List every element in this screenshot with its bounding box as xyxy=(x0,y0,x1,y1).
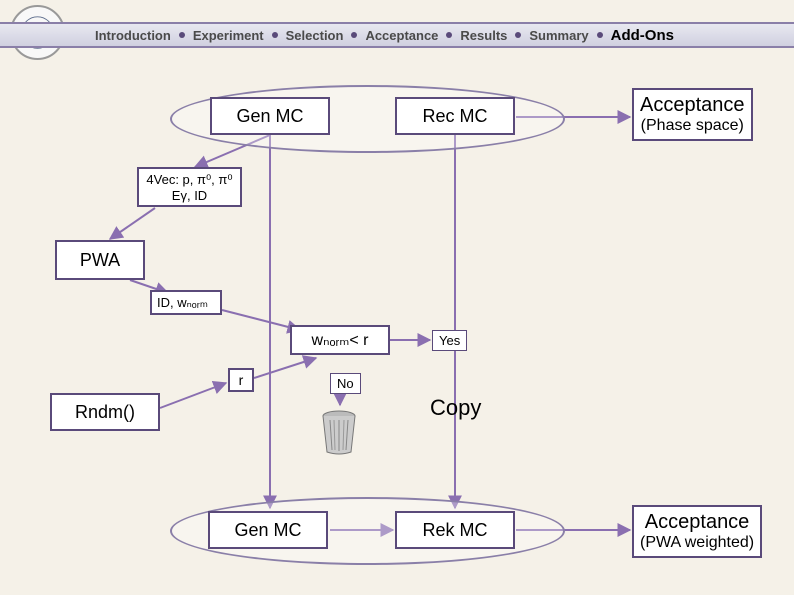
rec-mc-box: Rec MC xyxy=(395,97,515,135)
no-label: No xyxy=(330,373,361,394)
r-box: r xyxy=(228,368,254,392)
acceptance-pwa: Acceptance(PWA weighted) xyxy=(632,505,762,558)
idw-box: ID, wₙₒᵣₘ xyxy=(150,290,222,315)
rndm-box: Rndm() xyxy=(50,393,160,431)
yes-label: Yes xyxy=(432,330,467,351)
pwa-box: PWA xyxy=(55,240,145,280)
fourvec-box: 4Vec: p, π⁰, π⁰Eγ, ID xyxy=(137,167,242,207)
gen-mc-box-2: Gen MC xyxy=(208,511,328,549)
trash-icon xyxy=(318,408,360,456)
copy-label: Copy xyxy=(430,395,481,421)
rek-mc-box: Rek MC xyxy=(395,511,515,549)
acceptance-phase: Acceptance(Phase space) xyxy=(632,88,753,141)
gen-mc-box: Gen MC xyxy=(210,97,330,135)
wnorm-box: wₙₒᵣₘ< r xyxy=(290,325,390,355)
